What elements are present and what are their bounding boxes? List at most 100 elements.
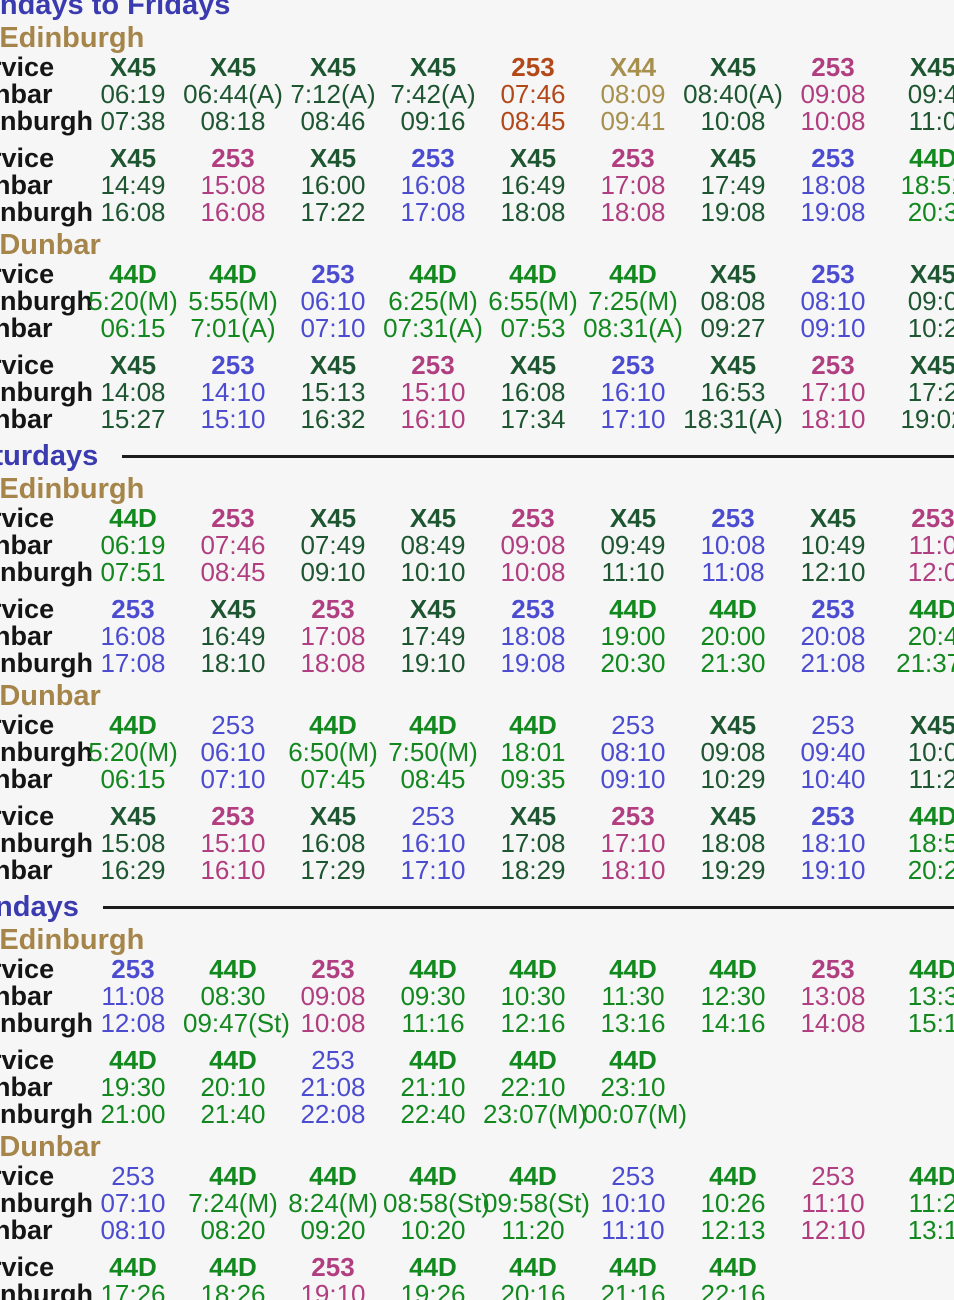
time-cell: 21:10 <box>400 1072 466 1102</box>
service-code: 44D <box>409 259 457 289</box>
service-code: 253 <box>211 801 255 831</box>
time-cell: 12:10 <box>800 557 866 587</box>
time-cell: 18:01 <box>500 737 566 767</box>
time-cell: 12:08 <box>100 1008 166 1038</box>
time-row: Edinburgh14:08 14:10 15:13 15:10 16:08 16:10 1… <box>0 379 954 406</box>
time-cell: 08:20 <box>200 1215 266 1245</box>
time-cell: 16:00 <box>300 170 366 200</box>
time-cell: 11:10 <box>601 1215 665 1245</box>
time-cell: 19:08 <box>800 197 866 227</box>
row-label: Edinburgh <box>0 286 93 316</box>
time-row: Dunbar 08:10 08:20 09:20 10:20 11:20 11:10 12:1… <box>0 1217 954 1244</box>
service-code: 44D <box>509 1252 557 1282</box>
row-label: Service <box>0 710 55 740</box>
time-cell: 16:10 <box>200 855 266 885</box>
time-cell: 06:44(A) <box>183 79 283 109</box>
time-cell: 21:08 <box>300 1072 366 1102</box>
time-row: Edinburgh5:20(M) 5:55(M) 06:10 6:25(M) 6:55(… <box>0 288 954 315</box>
row-label: Dunbar <box>0 404 53 434</box>
time-cell: 17:08 <box>300 621 366 651</box>
row-label: Edinburgh <box>0 197 93 227</box>
time-cell: 15:08 <box>200 170 266 200</box>
time-cell: 19:29 <box>700 855 766 885</box>
service-code: 44D <box>709 1161 757 1191</box>
time-cell: 10:40 <box>800 764 866 794</box>
time-cell: 09:08 <box>500 530 566 560</box>
service-code: 44D <box>209 954 257 984</box>
time-cell: 7:01(A) <box>190 313 276 343</box>
time-row: Edinburgh12:08 09:47(St) 10:08 11:16 12:16 13… <box>0 1010 954 1037</box>
time-cell: 17:49 <box>700 170 766 200</box>
time-cell: 08:58(St) <box>383 1188 490 1218</box>
service-code: 44D <box>609 954 657 984</box>
time-cell: 17:10 <box>600 404 666 434</box>
heading-rule <box>122 455 954 458</box>
time-cell: 07:46 <box>200 530 266 560</box>
day-section: Mondays to FridaysTo EdinburghServiceX45… <box>0 0 954 433</box>
time-cell: 11:0 <box>908 530 954 560</box>
time-cell: 11:10 <box>601 557 665 587</box>
day-heading: Mondays to Fridays <box>0 0 231 21</box>
row-label: Edinburgh <box>0 1008 93 1038</box>
time-cell: 07:51 <box>100 557 166 587</box>
service-code: 253 <box>811 350 855 380</box>
service-code: X45 <box>809 503 857 533</box>
time-cell: 09:30 <box>400 981 466 1011</box>
service-code: 253 <box>211 143 255 173</box>
timetable-block: Service25344D44D44D44D25344D25344DEdinbu… <box>0 1161 954 1244</box>
service-code: 253 <box>811 954 855 984</box>
service-code: 253 <box>711 503 755 533</box>
service-code: 253 <box>511 594 555 624</box>
service-code: 44D <box>409 710 457 740</box>
service-code: 253 <box>411 350 455 380</box>
time-row: Dunbar 19:30 20:10 21:08 21:10 22:10 23:10 <box>0 1074 954 1101</box>
day-section: SundaysTo EdinburghService25344D25344D44… <box>0 884 954 1300</box>
timetable-block: Service25344D25344D44D44D44D25344DDunbar… <box>0 954 954 1037</box>
time-cell: 09:10 <box>300 557 366 587</box>
time-cell: 19:10 <box>300 1279 366 1300</box>
direction-section: To EdinburghServiceX45X45X45X45253X44X45… <box>0 19 954 226</box>
service-code: 253 <box>311 1045 355 1075</box>
service-code: 253 <box>311 594 355 624</box>
service-code: 44D <box>109 259 157 289</box>
service-row: Service 253 44D 44D 44D 44D 253 44D 253 44D <box>0 1163 954 1190</box>
service-code: 44D <box>609 594 657 624</box>
service-code: 44D <box>209 1161 257 1191</box>
time-cell: 6:50(M) <box>288 737 378 767</box>
time-cell: 09:4 <box>907 79 954 109</box>
time-cell: 6:55(M) <box>488 286 578 316</box>
time-cell: 06:15 <box>100 764 166 794</box>
time-cell: 10:08 <box>300 1008 366 1038</box>
time-cell: 09:41 <box>600 106 666 136</box>
day-section: SaturdaysTo EdinburghService44D253X45X45… <box>0 433 954 884</box>
time-cell: 11:2 <box>908 1188 954 1218</box>
service-code: X45 <box>709 259 757 289</box>
time-cell: 15:10 <box>200 404 266 434</box>
service-code: 253 <box>611 143 655 173</box>
time-cell: 18:10 <box>800 828 866 858</box>
time-cell: 15:08 <box>100 828 166 858</box>
time-cell: 21:00 <box>100 1099 166 1129</box>
timetable-block: Service44D44D25344D44D44DX45253X45Edinbu… <box>0 259 954 342</box>
row-label: Edinburgh <box>0 1279 93 1300</box>
time-cell: 08:45 <box>400 764 466 794</box>
row-label: Service <box>0 801 55 831</box>
direction-section: To EdinburghService25344D25344D44D44D44D… <box>0 921 954 1128</box>
time-cell: 16:08 <box>300 828 366 858</box>
row-label: Dunbar <box>0 621 53 651</box>
service-code: 44D <box>709 1252 757 1282</box>
service-code: 253 <box>811 710 855 740</box>
time-cell: 07:45 <box>300 764 366 794</box>
service-code: 253 <box>811 52 855 82</box>
time-cell: 09:16 <box>400 106 466 136</box>
service-code: 44D <box>609 259 657 289</box>
service-row: Service X45 253 X45 253 X45 253 X45 253 44D <box>0 803 954 830</box>
time-cell: 20:08 <box>800 621 866 651</box>
time-row: Edinburgh07:10 7:24(M) 8:24(M)08:58(St)09:… <box>0 1190 954 1217</box>
row-label: Dunbar <box>0 855 53 885</box>
time-cell: 14:49 <box>100 170 166 200</box>
service-code: 253 <box>111 954 155 984</box>
service-code: 253 <box>911 503 954 533</box>
time-cell: 23:07(M) <box>483 1099 588 1129</box>
service-row: Service 253 44D 253 44D 44D 44D 44D 253 44D <box>0 956 954 983</box>
